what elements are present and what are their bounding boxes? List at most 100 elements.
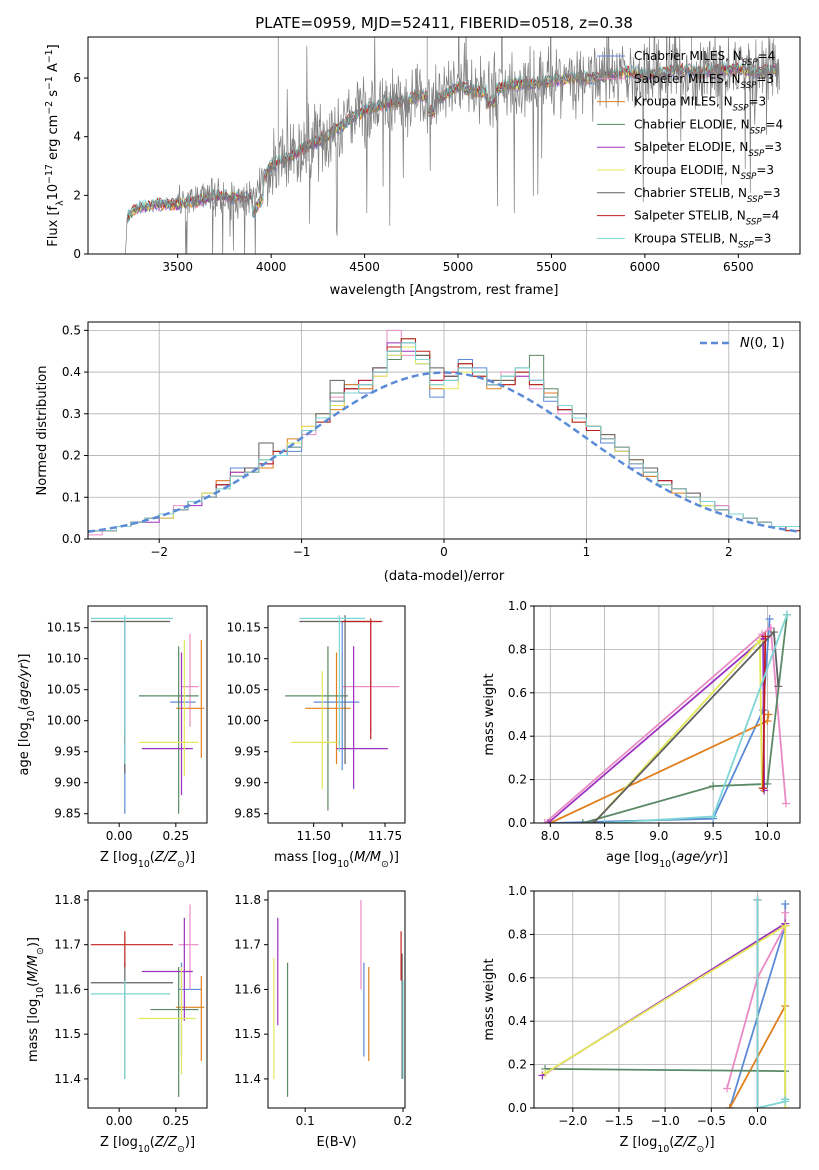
x-tick-label: 0.25 [162, 1114, 189, 1128]
y-tick-label: 11.4 [54, 1072, 81, 1086]
y-tick-label: 0.0 [508, 1101, 527, 1115]
y-axis-label: mass weight [482, 958, 497, 1040]
x-tick-label: −2.0 [558, 1114, 587, 1128]
y-tick-label: 10.15 [47, 621, 81, 635]
data-marker [774, 682, 783, 691]
plot-area [538, 895, 790, 1108]
x-tick-label: 0.2 [393, 1114, 412, 1128]
x-tick-label: −1.5 [604, 1114, 633, 1128]
x-tick-label: 5500 [536, 260, 567, 274]
legend-entry: Chabrier STELIB, NSSP=3 [634, 186, 781, 205]
legend-entry: Chabrier MILES, NSSP=4 [634, 49, 775, 68]
x-tick-label: 0.00 [106, 829, 133, 843]
y-tick-label: 0.2 [62, 449, 81, 463]
normal-curve [88, 371, 800, 533]
data-marker [765, 615, 774, 624]
axes-frame [533, 890, 801, 1109]
x-axis-label: Z [log10(Z/Z⊙)] [100, 850, 195, 870]
legend-entry: Kroupa ELODIE, NSSP=3 [634, 163, 774, 182]
data-marker [764, 710, 773, 719]
y-tick-label: 0.6 [508, 686, 527, 700]
axes-frame [533, 605, 801, 824]
y-tick-label: 11.7 [54, 938, 81, 952]
data-marker [541, 1069, 550, 1078]
x-tick-label: 5000 [443, 260, 474, 274]
y-tick-label: 0.2 [508, 1058, 527, 1072]
y-tick-label: 11.5 [54, 1027, 81, 1041]
x-tick-label: 1 [583, 545, 591, 559]
data-marker [755, 636, 764, 645]
y-tick-label: 1.0 [508, 599, 527, 613]
mass-vs-metallicity-panel: 0.00 0.25 11.4 11.5 11.6 11.7 11.8 Z [log10(Z/Z… [26, 890, 208, 1155]
plot-area [90, 904, 205, 1097]
plot-area [273, 899, 404, 1097]
y-tick-label: 0.8 [508, 927, 527, 941]
x-tick-label: 0.25 [162, 829, 189, 843]
y-tick-label: 10.05 [227, 683, 261, 697]
x-tick-label: 9.0 [649, 829, 668, 843]
data-marker [709, 812, 718, 821]
y-axis-label: age [log10(age/yr)] [17, 653, 37, 775]
x-tick-label: −2 [150, 545, 168, 559]
data-marker [709, 782, 718, 791]
y-axis-label: mass weight [482, 673, 497, 755]
x-axis-label: wavelength [Angstrom, rest frame] [330, 283, 559, 298]
data-marker [766, 623, 775, 632]
y-axis-label: Flux [fλ10−17 erg cm−2 s−1 A−1] [44, 44, 66, 246]
x-tick-label: −0.5 [697, 1114, 726, 1128]
plot-area [90, 615, 205, 814]
x-axis-label: (data-model)/error [384, 569, 505, 584]
x-tick-label: 2 [725, 545, 733, 559]
x-tick-label: 0 [440, 545, 448, 559]
legend-entry: Kroupa MILES, NSSP=3 [634, 95, 766, 114]
age-vs-metallicity-panel: 0.00 0.25 9.85 9.90 9.95 10.00 10.05 10.10 10.15… [17, 605, 208, 870]
data-marker [540, 819, 549, 823]
y-tick-label: 11.8 [234, 893, 261, 907]
y-tick-label: 2 [73, 188, 81, 202]
legend-entry: Salpeter ELODIE, NSSP=3 [634, 140, 782, 159]
legend-entry: Salpeter MILES, NSSP=3 [634, 72, 774, 91]
y-tick-label: 0.6 [508, 971, 527, 985]
x-tick-label: 3500 [162, 260, 193, 274]
x-tick-label: 4500 [349, 260, 380, 274]
axes-frame [267, 605, 406, 824]
y-tick-label: 1.0 [508, 884, 527, 898]
data-marker [781, 921, 790, 930]
x-tick-label: 0.0 [748, 1114, 767, 1128]
data-marker [781, 900, 790, 909]
y-tick-label: 0.0 [508, 816, 527, 830]
y-tick-label: 11.8 [54, 893, 81, 907]
x-tick-label: −1.0 [651, 1114, 680, 1128]
observed-spectrum-line [125, 37, 780, 254]
legend-entry: Chabrier ELODIE, NSSP=4 [634, 117, 783, 136]
y-tick-label: 9.95 [54, 745, 81, 759]
residual-histogram-panel: −2 −1 0 1 2 0.0 0.1 0.2 0.3 0.4 0.5 (data-model)/er… [35, 321, 801, 584]
y-tick-label: 9.90 [54, 776, 81, 790]
y-tick-label: 11.6 [54, 982, 81, 996]
y-tick-label: 0.3 [62, 407, 81, 421]
y-tick-label: 4 [73, 130, 81, 144]
mass-vs-extinction-panel: 0.1 0.2 11.4 11.5 11.6 11.7 11.8 E(B-V) [234, 890, 413, 1150]
x-axis-label: E(B-V) [316, 1135, 356, 1150]
y-tick-label: 9.95 [234, 745, 261, 759]
y-tick-label: 10.15 [227, 621, 261, 635]
data-marker [600, 819, 609, 823]
legend-entry: Kroupa STELIB, NSSP=3 [634, 231, 771, 250]
y-tick-label: 10.05 [47, 683, 81, 697]
age-vs-mass-panel: 11.50 11.75 9.85 9.90 9.95 10.00 10.05 10.10 10.… [227, 605, 406, 870]
y-tick-label: 10.00 [47, 714, 81, 728]
y-tick-label: 0.0 [62, 532, 81, 546]
y-tick-label: 0 [73, 247, 81, 261]
data-marker [544, 819, 553, 823]
axes-frame [87, 605, 208, 824]
y-tick-label: 0.1 [62, 490, 81, 504]
mass-weight-vs-age-panel: 8.0 8.5 9.0 9.5 10.0 0.0 0.2 0.4 0.6 0.8 1.0 age [l… [482, 599, 801, 870]
y-tick-label: 11.7 [234, 938, 261, 952]
data-marker [761, 632, 770, 641]
plot-area [125, 37, 780, 254]
y-tick-label: 10.00 [227, 714, 261, 728]
data-marker [723, 1084, 732, 1093]
y-tick-label: 10.10 [227, 652, 261, 666]
cumulative-weight-line [544, 626, 787, 823]
